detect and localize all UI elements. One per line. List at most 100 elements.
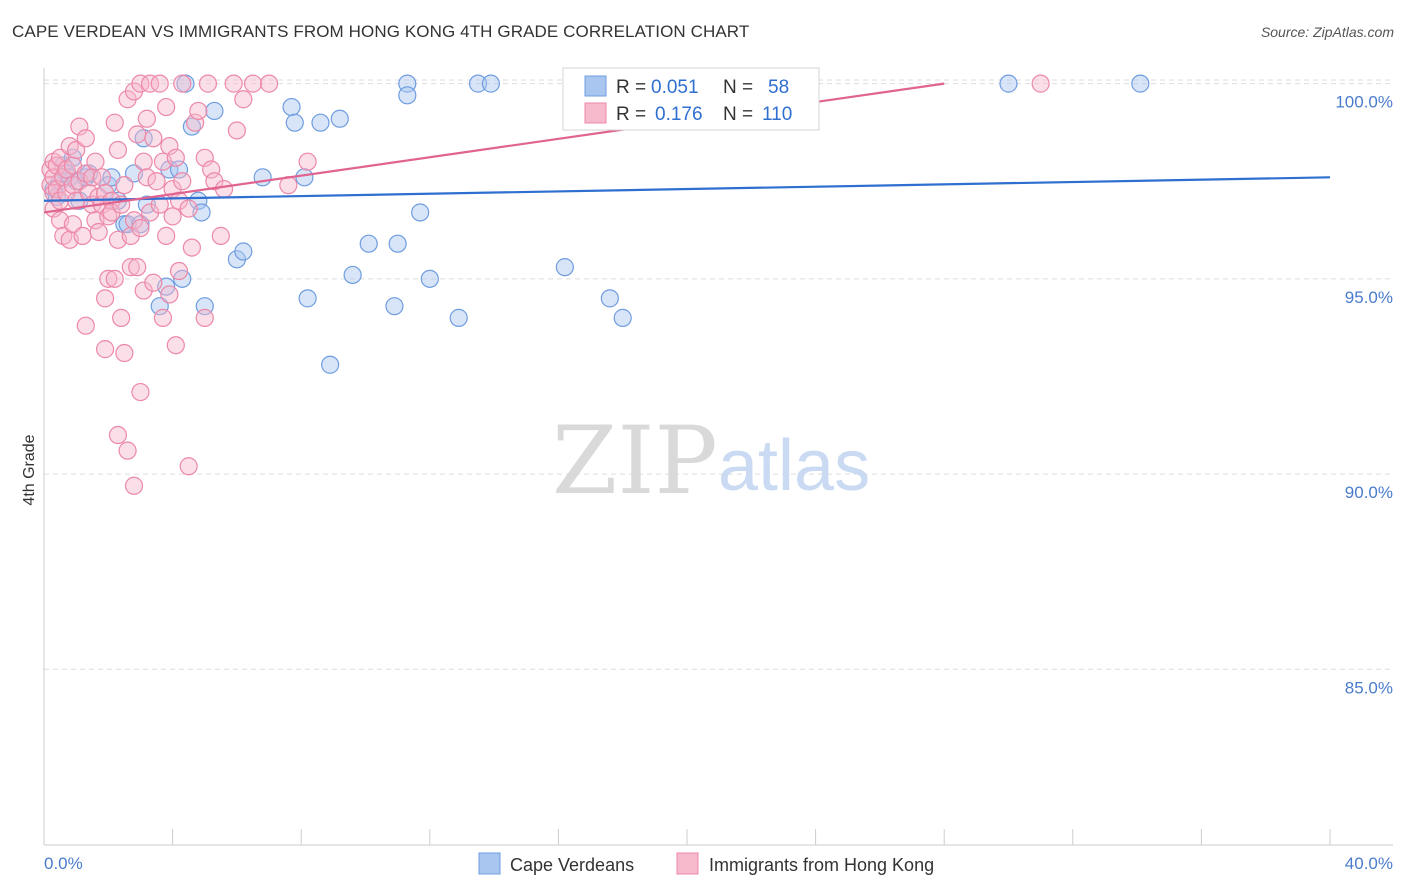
scatter-point: [195, 308, 214, 327]
scatter-point: [157, 226, 176, 245]
scatter-point: [67, 140, 86, 160]
scatter-point: [205, 101, 224, 121]
y-tick-label: 85.0%: [1345, 678, 1393, 697]
scatter-point: [160, 285, 179, 304]
scatter-point: [105, 269, 124, 288]
scatter-point: [182, 238, 201, 257]
scatter-point: [321, 355, 340, 374]
scatter-point: [134, 281, 153, 300]
legend-label-hong-kong[interactable]: Immigrants from Hong Kong: [709, 855, 934, 875]
scatter-point: [144, 273, 163, 292]
scatter-point: [137, 168, 156, 187]
scatter-point: [173, 172, 192, 191]
scatter-point: [179, 457, 198, 476]
scatter-point: [243, 74, 263, 93]
legend-swatch-hong-kong[interactable]: [676, 852, 699, 875]
scatter-point: [131, 74, 150, 93]
scatter-point: [118, 441, 137, 460]
scatter-point: [298, 289, 317, 308]
scatter-point: [124, 476, 144, 495]
scatter-point: [147, 172, 166, 191]
scatter-point: [128, 125, 147, 144]
scatter-point: [234, 90, 253, 109]
legend-n-value-blue: 58: [768, 77, 789, 98]
scatter-point: [105, 113, 124, 132]
scatter-point: [137, 109, 156, 128]
scatter-point: [63, 215, 83, 234]
scatter-point: [76, 316, 95, 335]
axes: [43, 68, 1393, 846]
scatter-point: [134, 152, 153, 171]
scatter-point: [108, 140, 128, 160]
scatter-point: [153, 308, 173, 327]
scatter-point: [411, 203, 430, 222]
legend-r-value-blue: 0.051: [651, 77, 699, 98]
stats-legend: R = 0.051 N = 58 R = 0.176 N = 110: [562, 67, 820, 131]
scatter-point: [224, 74, 243, 93]
scatter-point: [112, 308, 131, 327]
scatter-point: [259, 74, 279, 93]
source-credit: Source: ZipAtlas.com: [1260, 24, 1394, 40]
scatter-point: [330, 109, 349, 128]
scatter-point: [449, 308, 468, 327]
scatter-point: [169, 261, 189, 281]
scatter-point: [613, 308, 632, 327]
watermark-zip: ZIP: [552, 407, 718, 516]
scatter-point: [70, 117, 89, 136]
legend-swatch-blue: [584, 75, 607, 97]
scatter-point: [115, 343, 134, 363]
legend-swatch-cape-verdeans[interactable]: [478, 852, 501, 875]
scatter-point: [227, 121, 246, 140]
scatter-point: [160, 136, 179, 156]
scatter-point: [86, 152, 105, 171]
scatter-point: [205, 172, 224, 191]
scatter-point: [102, 203, 121, 222]
scatter-point: [173, 74, 192, 93]
scatter-point: [131, 218, 150, 238]
scatter-point: [211, 226, 230, 245]
scatter-point: [298, 152, 317, 171]
scatter-point: [189, 101, 208, 121]
scatter-point: [195, 148, 214, 167]
scatter-point: [285, 113, 304, 132]
scatter-point: [140, 203, 160, 222]
scatter-point: [398, 86, 417, 105]
scatter-point: [73, 226, 92, 245]
scatter-point: [83, 168, 102, 187]
scatter-point: [163, 207, 182, 226]
legend-r-label-pink: R =: [616, 104, 646, 125]
scatter-point: [121, 258, 140, 277]
scatter-point: [481, 74, 500, 93]
scatter-point: [76, 129, 95, 148]
legend-r-label-blue: R =: [616, 77, 646, 98]
scatter-point: [420, 269, 439, 288]
watermark-atlas: atlas: [718, 426, 870, 506]
scatter-point: [108, 425, 128, 445]
legend-r-value-pink: 0.176: [655, 104, 703, 125]
legend-label-cape-verdeans[interactable]: Cape Verdeans: [510, 855, 634, 875]
scatter-point: [131, 382, 150, 402]
scatter-point: [343, 265, 362, 285]
scatter-point: [388, 234, 407, 253]
scatter-point: [234, 242, 253, 261]
scatter-point: [150, 297, 169, 316]
scatter-point: [999, 74, 1018, 93]
legend-swatch-pink: [584, 102, 607, 124]
legend-n-value-pink: 110: [762, 104, 792, 125]
scatter-point: [92, 168, 111, 187]
scatter-point: [157, 97, 176, 117]
chart-title: CAPE VERDEAN VS IMMIGRANTS FROM HONG KON…: [12, 22, 750, 41]
scatter-point: [385, 297, 404, 316]
scatter-point: [202, 160, 221, 179]
scatter-point: [179, 199, 198, 218]
scatter-point: [169, 160, 189, 179]
scatter-point: [311, 113, 330, 132]
scatter-point: [79, 183, 99, 203]
scatter-point: [89, 222, 108, 242]
series-hong-kong: [41, 74, 1050, 495]
scatter-point: [128, 258, 147, 277]
scatter-point: [95, 340, 115, 359]
scatter-point: [166, 336, 185, 355]
legend-n-label-pink: N =: [723, 104, 753, 125]
